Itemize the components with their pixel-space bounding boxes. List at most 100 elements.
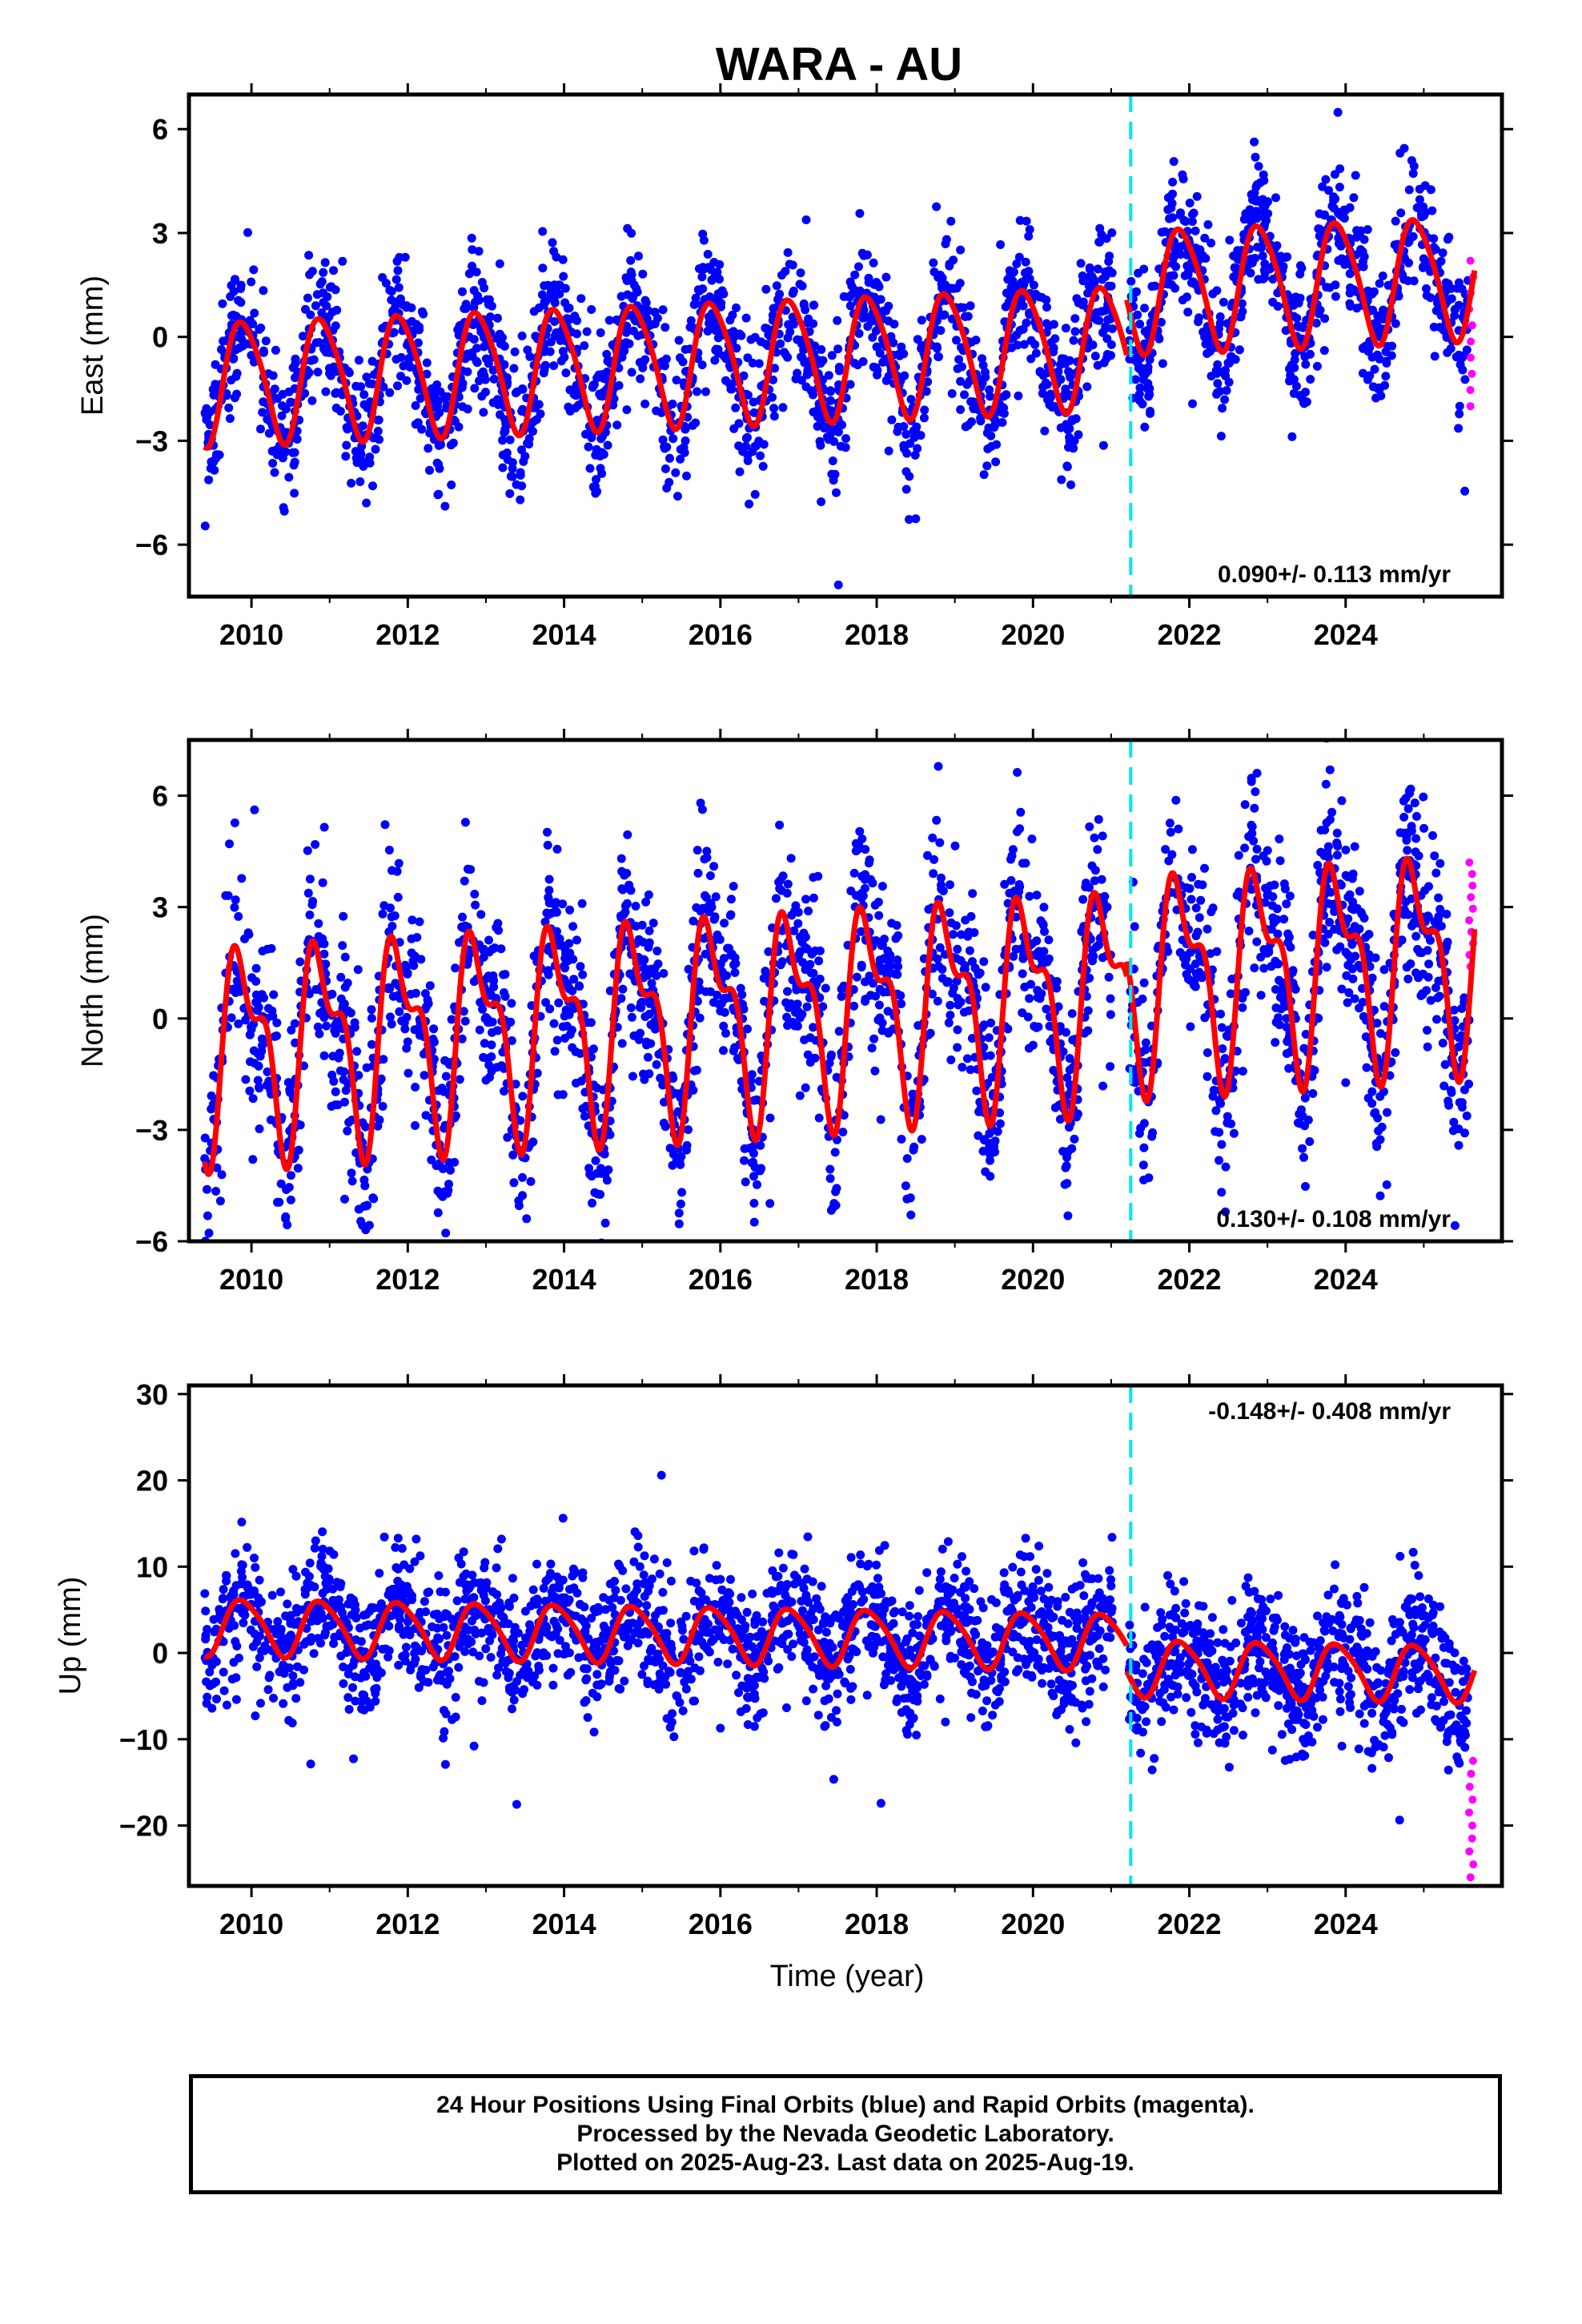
rapid-orbit-point xyxy=(1468,369,1476,378)
final-orbit-point xyxy=(1346,301,1355,311)
final-orbit-point xyxy=(1240,843,1250,853)
final-orbit-point xyxy=(870,1066,880,1076)
final-orbit-point xyxy=(603,440,612,450)
final-orbit-point xyxy=(1225,235,1235,245)
final-orbit-point xyxy=(980,1135,990,1144)
final-orbit-point xyxy=(1423,1026,1431,1035)
final-orbit-point xyxy=(1335,942,1345,951)
final-orbit-point xyxy=(367,1039,376,1049)
final-orbit-point xyxy=(1025,225,1034,235)
final-orbit-point xyxy=(1208,1092,1218,1101)
final-orbit-point xyxy=(858,357,868,366)
final-orbit-point xyxy=(407,934,416,943)
final-orbit-point xyxy=(574,400,584,410)
final-orbit-point xyxy=(518,1191,528,1200)
final-orbit-point xyxy=(455,326,464,336)
final-orbit-point xyxy=(1247,820,1256,830)
final-orbit-point xyxy=(1018,969,1027,979)
final-orbit-point xyxy=(422,369,432,379)
final-orbit-point xyxy=(956,405,966,414)
final-orbit-point xyxy=(953,364,962,373)
final-orbit-point xyxy=(508,1150,518,1160)
east-axes-frame xyxy=(187,92,1504,599)
final-orbit-point xyxy=(1381,372,1391,381)
final-orbit-point xyxy=(1391,319,1400,328)
final-orbit-point xyxy=(861,977,869,987)
final-orbit-point xyxy=(1135,383,1145,392)
final-orbit-point xyxy=(617,1039,627,1048)
final-orbit-point xyxy=(1165,818,1174,828)
final-orbit-point xyxy=(984,1033,994,1043)
final-orbit-point xyxy=(693,868,703,878)
final-orbit-point xyxy=(1409,162,1419,171)
final-orbit-point xyxy=(1021,257,1030,267)
final-orbit-point xyxy=(540,362,550,372)
final-orbit-point xyxy=(1455,409,1464,419)
final-orbit-point xyxy=(1191,280,1201,290)
final-orbit-point xyxy=(1093,845,1102,854)
final-orbit-point xyxy=(518,384,527,393)
final-orbit-point xyxy=(897,342,906,352)
final-orbit-point xyxy=(991,457,1001,467)
final-orbit-point xyxy=(715,935,725,944)
final-orbit-point xyxy=(1331,194,1340,203)
final-orbit-point xyxy=(833,428,843,436)
final-orbit-point xyxy=(758,461,768,471)
final-orbit-point xyxy=(381,279,391,288)
final-orbit-point xyxy=(754,359,764,368)
final-orbit-point xyxy=(845,380,855,389)
final-orbit-point xyxy=(778,403,788,412)
final-orbit-point xyxy=(323,313,332,323)
final-orbit-point xyxy=(1186,1022,1195,1031)
final-orbit-point xyxy=(1139,1176,1148,1184)
final-orbit-point xyxy=(1139,1143,1149,1152)
final-orbit-point xyxy=(1323,842,1333,851)
final-orbit-point xyxy=(776,339,785,348)
final-orbit-point xyxy=(1411,931,1421,941)
final-orbit-point xyxy=(791,901,801,911)
final-orbit-point xyxy=(1429,322,1439,332)
final-orbit-point xyxy=(968,889,978,899)
final-orbit-point xyxy=(1037,989,1046,999)
final-orbit-point xyxy=(1305,1137,1315,1146)
final-orbit-point xyxy=(1095,223,1105,233)
final-orbit-point xyxy=(1191,931,1201,941)
final-orbit-point xyxy=(411,401,420,410)
final-orbit-point xyxy=(1402,835,1411,845)
final-orbit-point xyxy=(1182,951,1191,960)
final-orbit-point xyxy=(793,335,802,344)
final-orbit-point xyxy=(498,340,508,349)
final-orbit-point xyxy=(493,313,502,323)
final-orbit-point xyxy=(1098,440,1108,450)
final-orbit-point xyxy=(489,982,499,991)
final-orbit-point xyxy=(582,327,592,336)
final-orbit-point xyxy=(1027,834,1037,844)
final-orbit-point xyxy=(821,422,830,432)
final-orbit-point xyxy=(795,1013,805,1023)
final-orbit-point xyxy=(379,382,388,392)
final-orbit-point xyxy=(1375,311,1385,320)
final-orbit-point xyxy=(1238,1003,1247,1012)
final-orbit-point xyxy=(956,376,966,386)
final-orbit-point xyxy=(1363,225,1372,235)
final-orbit-point xyxy=(831,1200,841,1210)
final-orbit-point xyxy=(394,283,404,292)
final-orbit-point xyxy=(1176,250,1185,259)
final-orbit-point xyxy=(1282,1049,1291,1059)
final-orbit-point xyxy=(1038,388,1047,398)
final-orbit-point xyxy=(877,882,887,891)
final-orbit-point xyxy=(1319,346,1329,356)
final-orbit-point xyxy=(1259,175,1269,185)
final-orbit-point xyxy=(679,443,689,452)
final-orbit-point xyxy=(1252,180,1262,190)
final-orbit-point xyxy=(1014,252,1024,262)
final-orbit-point xyxy=(984,1260,993,1269)
final-orbit-point xyxy=(828,456,837,465)
final-orbit-point xyxy=(264,428,274,438)
final-orbit-point xyxy=(942,235,951,244)
final-orbit-point xyxy=(902,448,912,458)
final-orbit-point xyxy=(540,347,549,356)
final-orbit-point xyxy=(569,975,579,984)
final-orbit-point xyxy=(443,1188,452,1198)
